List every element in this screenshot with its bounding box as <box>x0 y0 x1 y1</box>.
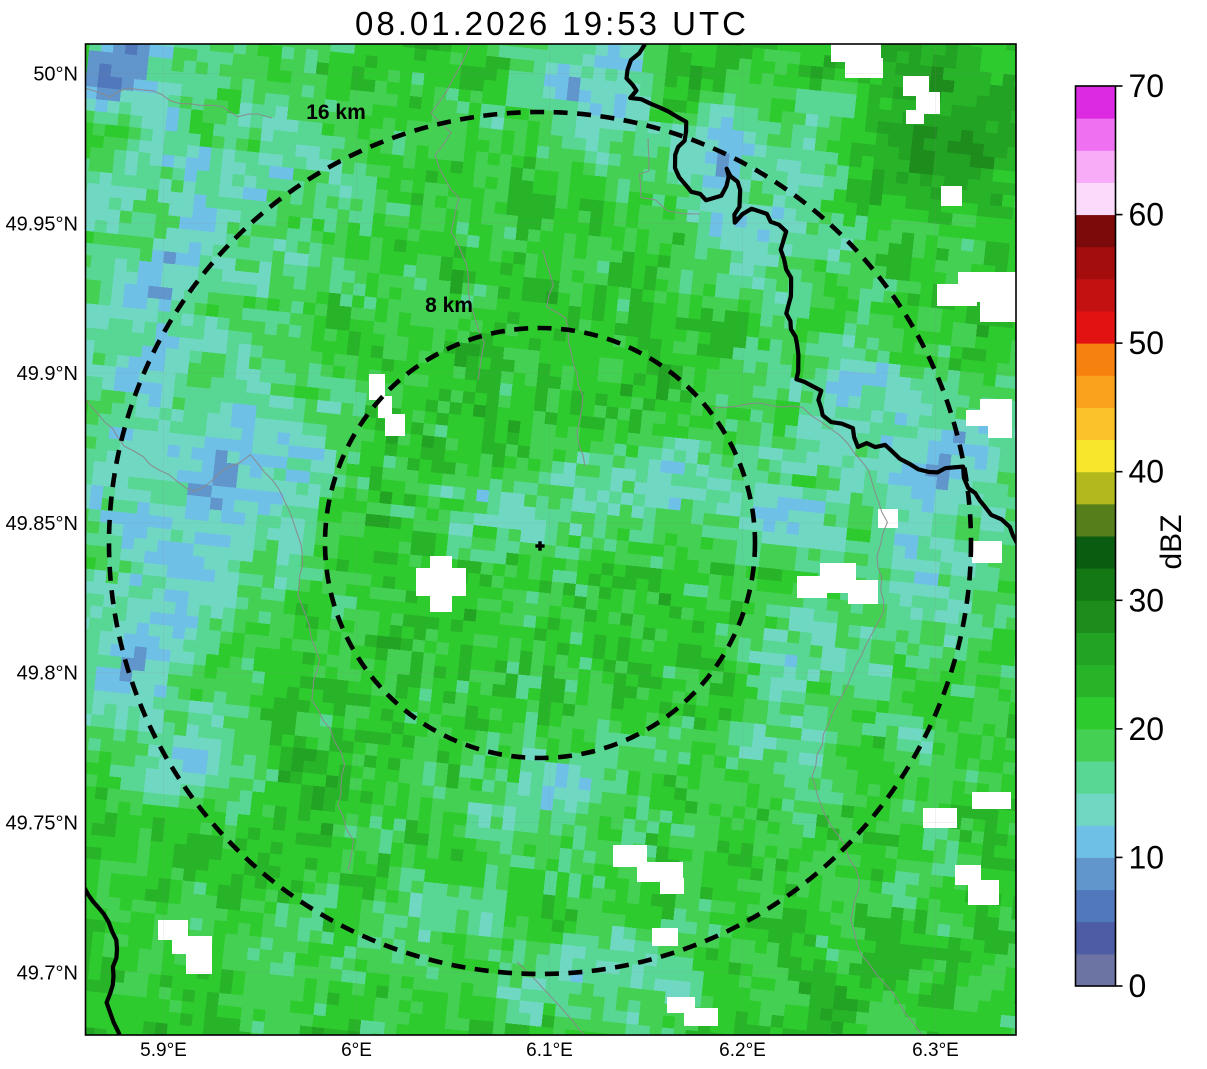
svg-text:50°N: 50°N <box>33 64 78 86</box>
svg-text:10: 10 <box>1129 839 1165 875</box>
svg-text:dBZ: dBZ <box>1155 514 1188 569</box>
svg-text:49.75°N: 49.75°N <box>6 813 79 835</box>
svg-text:08.01.2026 19:53 UTC: 08.01.2026 19:53 UTC <box>355 5 749 42</box>
svg-text:49.9°N: 49.9°N <box>17 363 78 385</box>
svg-text:6.1°E: 6.1°E <box>526 1040 573 1061</box>
svg-text:6.3°E: 6.3°E <box>912 1040 959 1061</box>
svg-text:60: 60 <box>1129 197 1165 233</box>
svg-text:16 km: 16 km <box>306 101 366 124</box>
svg-text:49.7°N: 49.7°N <box>17 962 78 984</box>
svg-text:30: 30 <box>1129 582 1165 618</box>
svg-text:6°E: 6°E <box>341 1040 372 1061</box>
svg-text:70: 70 <box>1129 68 1165 104</box>
svg-text:50: 50 <box>1129 325 1165 361</box>
svg-text:40: 40 <box>1129 454 1165 490</box>
svg-text:49.85°N: 49.85°N <box>6 513 79 535</box>
svg-text:0: 0 <box>1129 968 1147 1004</box>
svg-text:20: 20 <box>1129 711 1165 747</box>
svg-text:8 km: 8 km <box>425 294 473 317</box>
svg-text:49.95°N: 49.95°N <box>6 213 79 235</box>
svg-text:49.8°N: 49.8°N <box>17 663 78 685</box>
svg-text:5.9°E: 5.9°E <box>140 1040 187 1061</box>
svg-text:6.2°E: 6.2°E <box>719 1040 766 1061</box>
